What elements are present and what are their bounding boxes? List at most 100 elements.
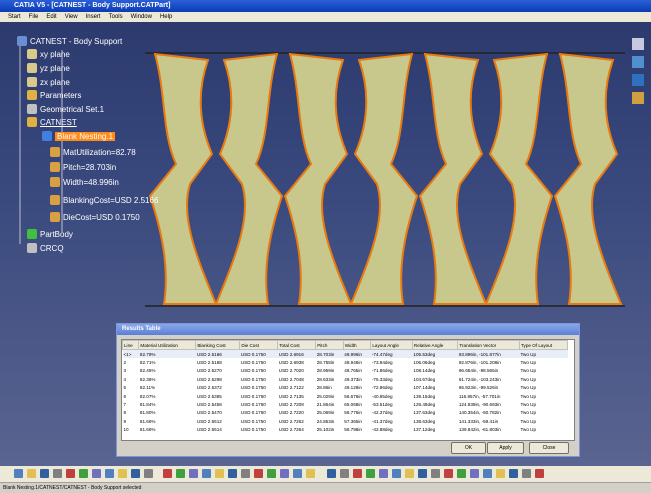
tree-icon: [27, 104, 37, 114]
table-cell: USD 2.5470: [196, 410, 222, 416]
table-row[interactable]: 7 81.84% USD 2.5458 USD 0.1750 USD 2.7208 21.…: [123, 400, 568, 408]
toolbar-button[interactable]: [418, 469, 427, 478]
toolbar-button[interactable]: [340, 469, 349, 478]
table-cell: 96.654in, -98.565in: [458, 368, 499, 374]
table-row[interactable]: 8 81.80% USD 2.5470 USD 0.1750 USD 2.7220 25.…: [123, 409, 568, 417]
toolbar-button[interactable]: [293, 469, 302, 478]
toolbar-button[interactable]: [379, 469, 388, 478]
tree-item[interactable]: yz plane: [40, 64, 70, 73]
toolbar-button[interactable]: [14, 469, 23, 478]
tree-item[interactable]: CATNEST: [40, 118, 77, 127]
tree-icon: [50, 177, 60, 187]
toolbar-button[interactable]: [431, 469, 440, 478]
toolbar-button[interactable]: [27, 469, 36, 478]
table-cell: USD 2.5298: [196, 376, 222, 382]
menu-item[interactable]: Edit: [46, 14, 57, 20]
table-cell: Two Up: [520, 368, 537, 374]
dialog-button[interactable]: OK: [451, 442, 486, 454]
menu-item[interactable]: Tools: [108, 14, 123, 20]
tree-item[interactable]: xy plane: [40, 50, 70, 59]
dialog-button[interactable]: Apply: [487, 442, 524, 454]
table-cell: Two Up: [520, 418, 537, 424]
toolbar-button[interactable]: [40, 469, 49, 478]
table-row[interactable]: 10 81.66% USD 2.5514 USD 0.1750 USD 2.7264 25…: [123, 426, 568, 434]
menu-item[interactable]: View: [64, 14, 78, 20]
status-text: Blank Nesting.1/CATNEST/CATNEST - Body S…: [3, 485, 142, 491]
toolbar-button[interactable]: [189, 469, 198, 478]
table-cell: 8: [123, 410, 127, 416]
toolbar-button[interactable]: [509, 469, 518, 478]
tree-item[interactable]: CATNEST - Body Support: [30, 37, 123, 46]
toolbar-button[interactable]: [392, 469, 401, 478]
toolbar-button[interactable]: [105, 469, 114, 478]
table-row[interactable]: 5 82.11% USD 2.5372 USD 0.1750 USD 2.7122 28.…: [123, 384, 568, 392]
table-cell: 126.49deg: [413, 402, 436, 408]
toolbar-button[interactable]: [457, 469, 466, 478]
table-row[interactable]: <1> 82.79% USD 2.5166 USD 0.1750 USD 2.6916 2…: [122, 349, 568, 359]
toolbar-button[interactable]: [327, 469, 336, 478]
toolbar-button[interactable]: [53, 469, 62, 478]
dialog-button[interactable]: Close: [529, 442, 569, 454]
toolbar-button[interactable]: [66, 469, 75, 478]
table-cell: 105.53deg: [413, 351, 436, 357]
tree-item[interactable]: BlankingCost=USD 2.5166: [63, 196, 159, 205]
tree-item[interactable]: MatUtilization=82.78: [63, 148, 136, 157]
toolbar-button[interactable]: [306, 469, 315, 478]
toolbar-button[interactable]: [176, 469, 185, 478]
table-cell: 93.896in, -101.877in: [458, 351, 501, 357]
toolbar-button[interactable]: [79, 469, 88, 478]
menu-item[interactable]: File: [28, 14, 39, 20]
toolbar-button[interactable]: [535, 469, 544, 478]
tree-item[interactable]: Blank Nesting.1: [55, 132, 116, 141]
toolbar-button[interactable]: [92, 469, 101, 478]
tree-item[interactable]: Geometrical Set.1: [40, 105, 105, 114]
table-row[interactable]: 6 82.07% USD 2.5385 USD 0.1750 USD 2.7135 25.…: [123, 392, 568, 400]
toolbar-button[interactable]: [496, 469, 505, 478]
toolbar-button[interactable]: [366, 469, 375, 478]
menu-item[interactable]: Start: [8, 14, 21, 20]
toolbar-button[interactable]: [267, 469, 276, 478]
table-cell: 92.876in, -101.208in: [458, 360, 501, 366]
tree-item[interactable]: DieCost=USD 0.1750: [63, 213, 140, 222]
toolbar-button[interactable]: [215, 469, 224, 478]
table-row[interactable]: 4 82.36% USD 2.5298 USD 0.1750 USD 2.7048 28.…: [123, 375, 568, 383]
table-cell: 65.923in, -99.526in: [458, 385, 499, 391]
tree-item[interactable]: Width=48.996in: [63, 178, 119, 187]
table-cell: 2: [123, 360, 127, 366]
tree-item[interactable]: Pitch=28.703in: [63, 163, 117, 172]
table-cell: Two Up: [520, 410, 537, 416]
table-row[interactable]: 2 82.71% USD 2.5188 USD 0.1750 USD 2.6938 28.…: [123, 358, 568, 366]
menu-item[interactable]: Window: [130, 14, 152, 20]
toolbar-button[interactable]: [444, 469, 453, 478]
side-icon: [632, 56, 644, 68]
toolbar-button[interactable]: [280, 469, 289, 478]
menu-item[interactable]: Insert: [85, 14, 101, 20]
table-cell: USD 0.1750: [240, 427, 266, 433]
tree-item[interactable]: CRCQ: [40, 244, 64, 253]
toolbar-button[interactable]: [144, 469, 153, 478]
toolbar-button[interactable]: [353, 469, 362, 478]
toolbar-button[interactable]: [131, 469, 140, 478]
table-cell: 25.069in: [316, 410, 335, 416]
toolbar-button[interactable]: [483, 469, 492, 478]
table-row[interactable]: 9 81.66% USD 2.5512 USD 0.1750 USD 2.7262 24.…: [123, 417, 568, 425]
menu-item[interactable]: Help: [159, 14, 173, 20]
toolbar-button[interactable]: [228, 469, 237, 478]
toolbar-button[interactable]: [118, 469, 127, 478]
toolbar-button[interactable]: [241, 469, 250, 478]
table-row[interactable]: 3 82.45% USD 2.5270 USD 0.1750 USD 2.7020 28.…: [123, 367, 568, 375]
toolbar-button[interactable]: [522, 469, 531, 478]
toolbar-button[interactable]: [163, 469, 172, 478]
table-cell: 28.758in: [316, 360, 335, 366]
table-cell: 3: [123, 368, 127, 374]
tree-item[interactable]: Parameters: [40, 91, 82, 100]
table-cell: USD 2.6938: [278, 360, 304, 366]
column-header: Relative Angle: [411, 340, 459, 350]
toolbar-button[interactable]: [254, 469, 263, 478]
tree-item[interactable]: PartBody: [40, 230, 73, 239]
toolbar-button[interactable]: [202, 469, 211, 478]
toolbar-button[interactable]: [470, 469, 479, 478]
toolbar-button[interactable]: [405, 469, 414, 478]
tree-item[interactable]: zx plane: [40, 78, 70, 87]
toolbar: [0, 466, 651, 482]
